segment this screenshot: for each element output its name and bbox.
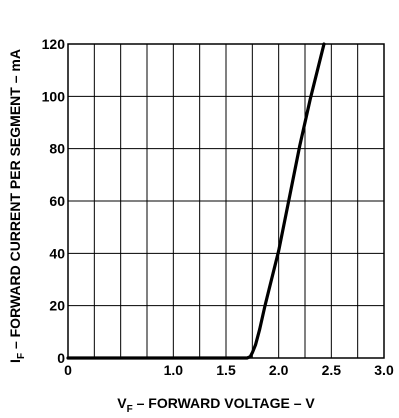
grid: [68, 44, 384, 358]
x-axis-label-main: V: [117, 395, 127, 411]
y-tick-label: 40: [49, 245, 65, 261]
x-tick-label: 1.5: [216, 362, 236, 378]
y-tick-label: 60: [49, 193, 65, 209]
x-tick-label: 3.0: [374, 362, 394, 378]
tick-labels: 0 1.0 1.5 2.0 2.5 3.0 0 20 40 60 80 100 120: [42, 36, 394, 378]
x-tick-label: 0: [64, 362, 72, 378]
y-tick-label: 0: [57, 350, 65, 366]
x-axis-label-rest: – FORWARD VOLTAGE – V: [133, 395, 316, 411]
y-tick-label: 120: [42, 36, 66, 52]
series-line: [66, 42, 326, 360]
y-tick-label: 100: [42, 88, 66, 104]
x-tick-label: 2.0: [269, 362, 289, 378]
x-axis-label: VF – FORWARD VOLTAGE – V: [117, 395, 315, 415]
y-tick-label: 20: [49, 298, 65, 314]
x-tick-label: 2.5: [322, 362, 342, 378]
y-axis-label-rest: – FORWARD CURRENT PER SEGMENT – mA: [7, 49, 23, 353]
y-tick-label: 80: [49, 141, 65, 157]
y-axis-label-main: I: [7, 359, 23, 363]
y-axis-label: IF – FORWARD CURRENT PER SEGMENT – mA: [7, 49, 27, 363]
y-axis-label-subscript: F: [16, 353, 27, 359]
series-group: [66, 42, 326, 360]
x-tick-label: 1.0: [164, 362, 184, 378]
x-axis-label-subscript: F: [127, 404, 133, 415]
